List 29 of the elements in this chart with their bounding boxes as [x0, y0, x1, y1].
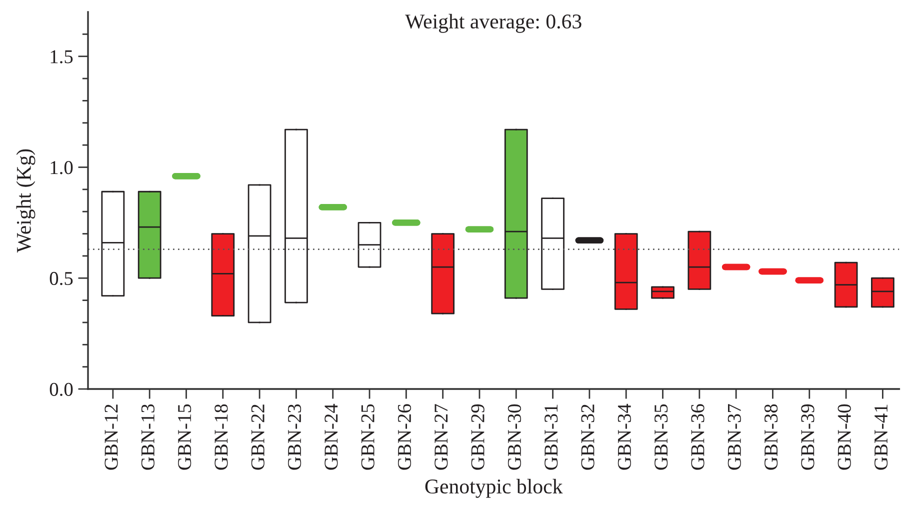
x-tick-label: GBN-15: [178, 404, 192, 470]
y-axis-title: Weight (Kg): [16, 149, 36, 253]
x-tick-label: GBN-22: [251, 404, 264, 470]
x-tick-label: GBN-13: [141, 404, 154, 470]
x-tick-label: GBN-12: [104, 404, 118, 470]
x-tick-label: GBN-30: [508, 404, 522, 470]
annotation: Weight average: 0.63: [405, 14, 582, 33]
x-tick-label: GBN-36: [691, 404, 704, 470]
x-tick-label: GBN-37: [728, 404, 741, 470]
x-tick-label: GBN-27: [434, 404, 448, 470]
x-tick-label: GBN-38: [764, 404, 778, 470]
x-tick-label: GBN-34: [618, 404, 631, 470]
x-tick-label: GBN-41: [874, 404, 888, 470]
y-tick-label: 0.0: [50, 382, 73, 396]
x-axis-title: Genotypic block: [425, 478, 563, 498]
x-tick-label: GBN-31: [544, 404, 558, 470]
x-tick-label: GBN-18: [214, 404, 228, 470]
x-tick-label: GBN-35: [654, 404, 668, 470]
x-tick-label: GBN-32: [581, 404, 594, 470]
y-tick-label: 0.5: [50, 272, 73, 286]
x-tick-label: GBN-29: [471, 404, 484, 470]
x-tick-label: GBN-39: [801, 404, 814, 470]
y-tick-label: 1.0: [50, 161, 73, 174]
y-tick-label: 1.5: [50, 50, 73, 64]
x-tick-label: GBN-40: [838, 404, 851, 470]
x-tick-label: GBN-26: [398, 404, 412, 470]
x-tick-label: GBN-24: [324, 404, 338, 470]
x-tick-label: GBN-23: [288, 404, 302, 470]
x-tick-label: GBN-25: [361, 404, 374, 470]
